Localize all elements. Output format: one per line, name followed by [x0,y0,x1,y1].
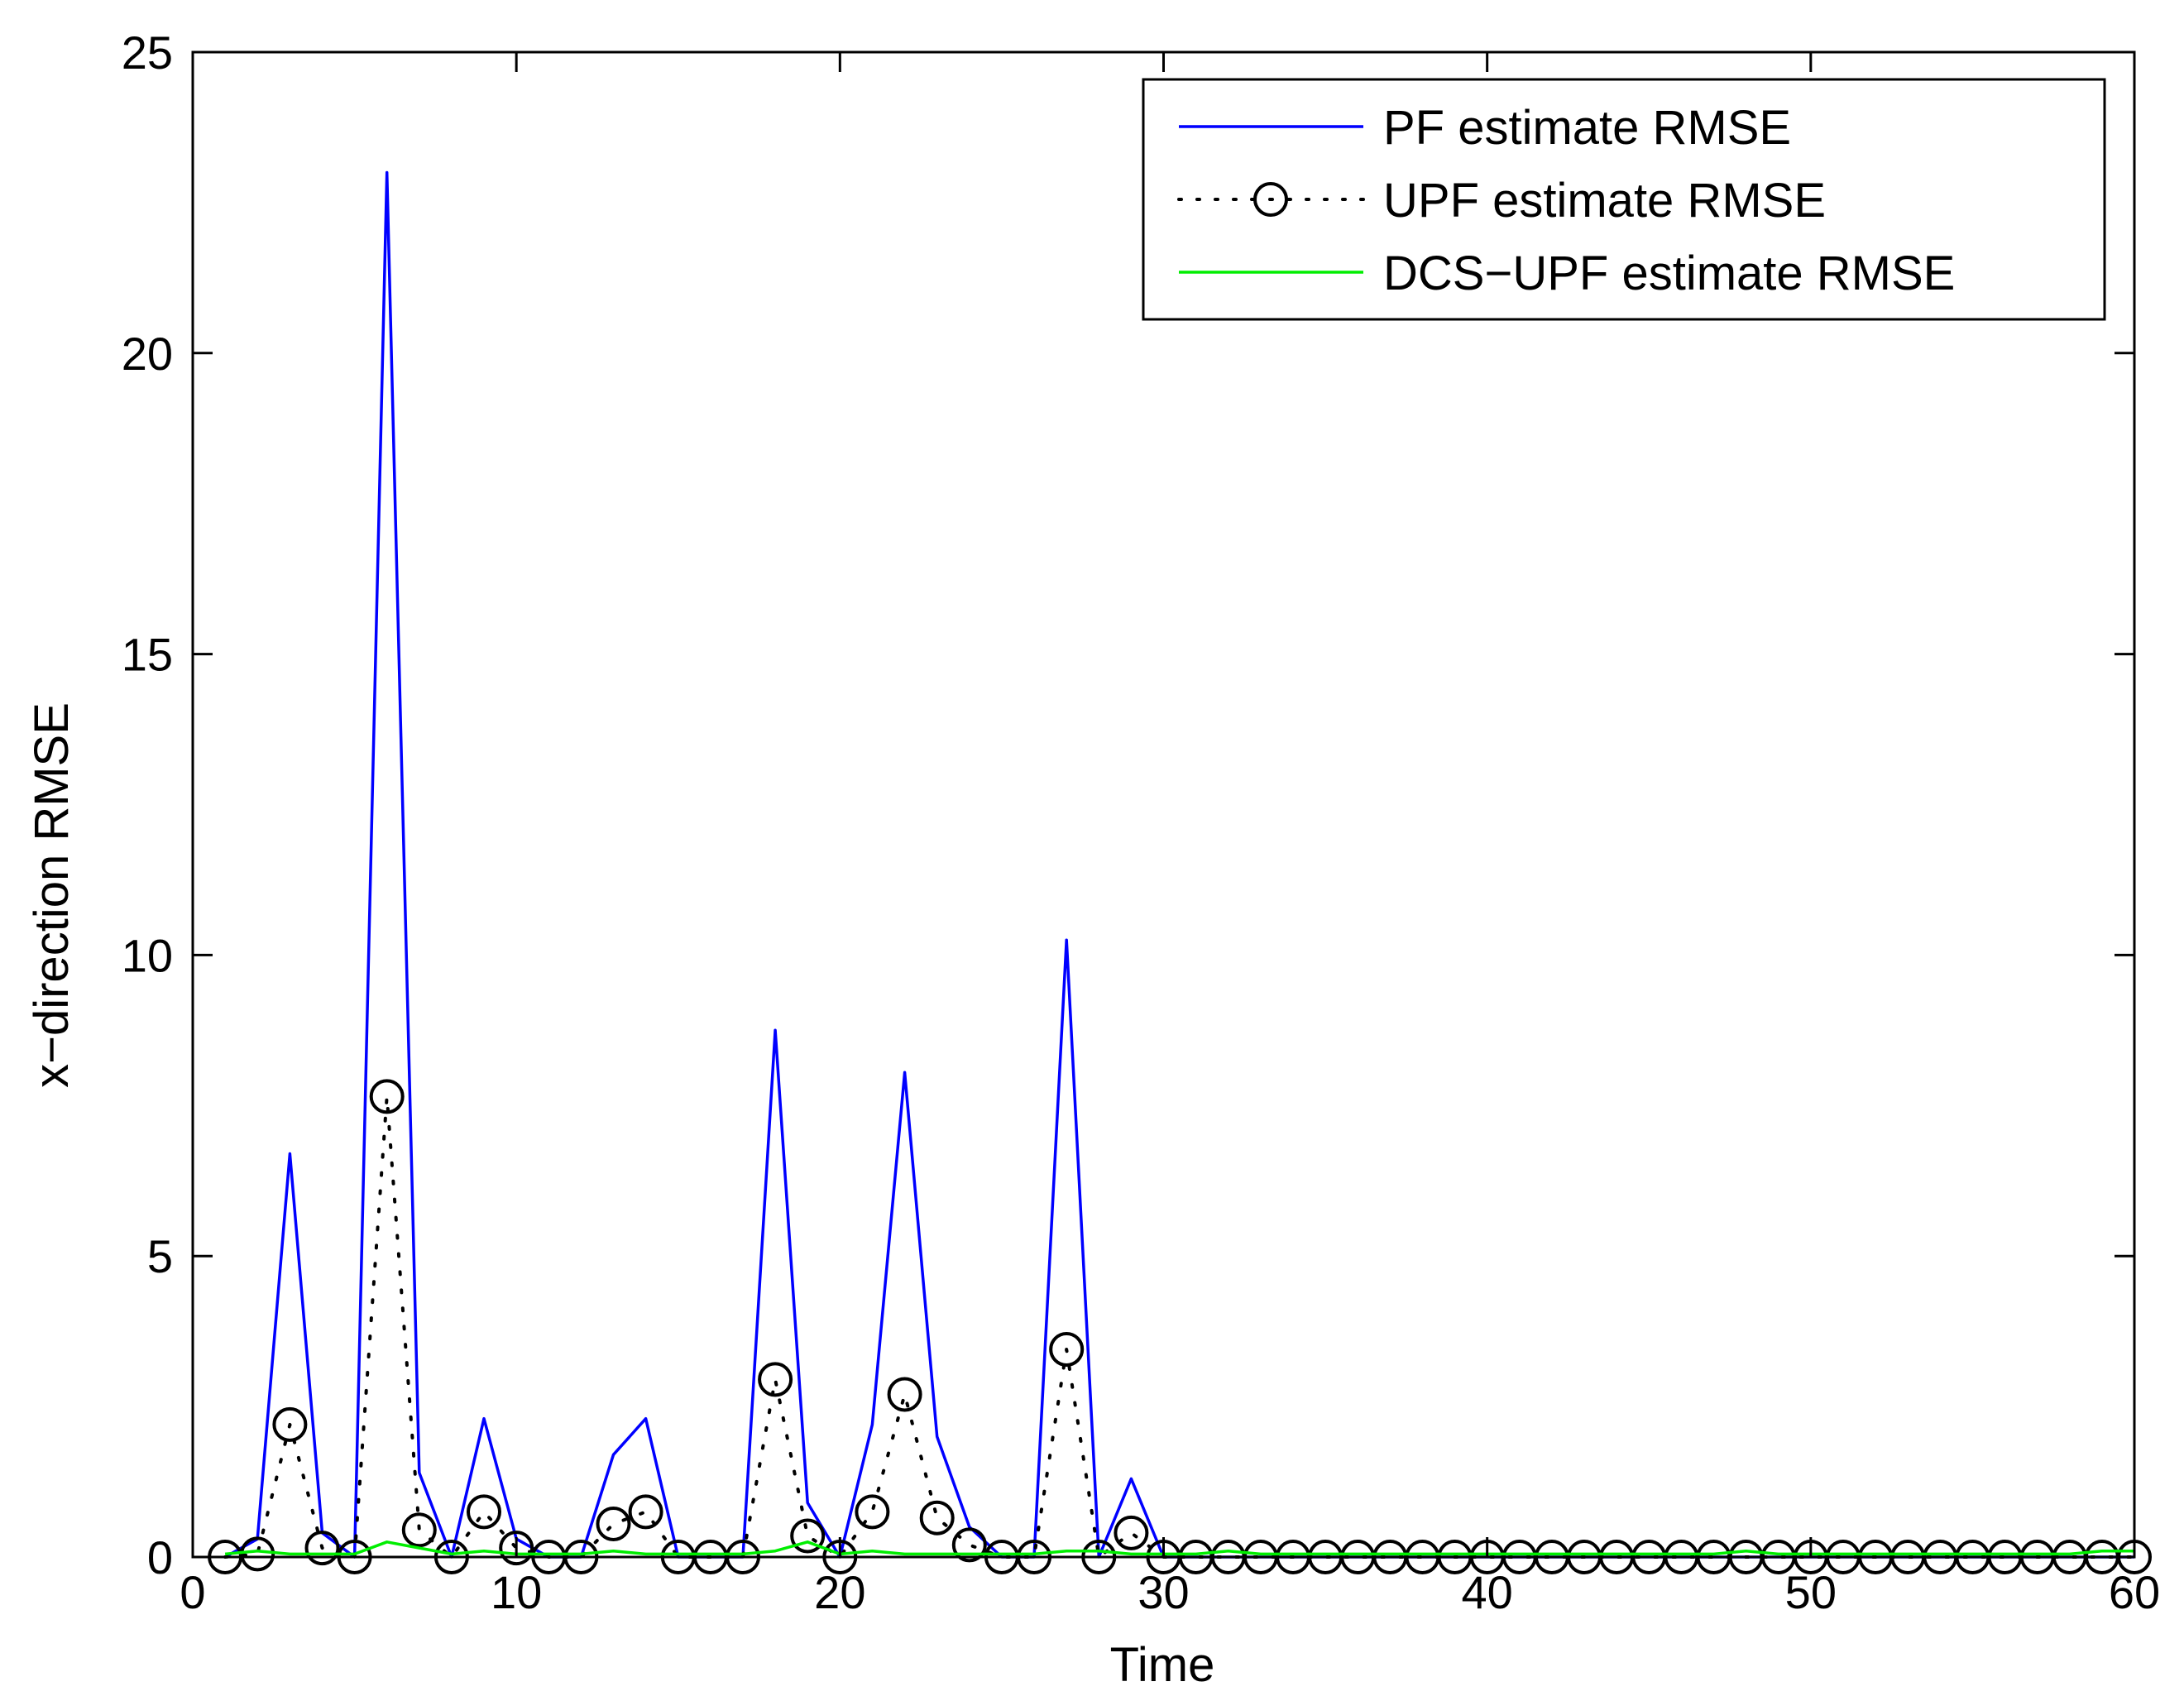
legend-label-dcs-upf: DCS−UPF estimate RMSE [1383,247,1955,300]
plot-layer [208,170,2152,1574]
series-1-point [855,1494,890,1530]
legend-box [1142,78,2106,321]
legend-label-pf: PF estimate RMSE [1383,101,1791,155]
series-1-point [369,1079,405,1114]
x-tick-label: 50 [1785,1566,1837,1618]
series-1-point [951,1527,987,1563]
series-line-2 [224,1540,2134,1556]
x-tick-label: 30 [1138,1566,1189,1618]
series-1-point [887,1377,922,1412]
x-tick-label: 60 [2109,1566,2160,1618]
axes-layer: 0 10 20 30 40 50 60 0 5 10 15 20 25 [122,26,2160,1618]
y-tick-label: 25 [122,26,173,79]
y-tick-label: 10 [122,929,173,981]
y-tick-label: 5 [147,1230,173,1282]
series-1-point [919,1500,955,1536]
series-1-point [1114,1515,1149,1550]
y-axis-label: x−direction RMSE [25,702,79,1088]
legend-label-upf: UPF estimate RMSE [1383,174,1826,228]
x-tick-label: 10 [491,1566,542,1618]
x-tick-label: 0 [180,1566,205,1618]
series-1-point [272,1406,308,1442]
y-tick-label: 15 [122,629,173,681]
series-1-point [758,1362,793,1397]
x-axis-label: Time [1110,1638,1215,1692]
y-tick-label: 20 [122,328,173,380]
series-1-point [240,1536,275,1572]
legend: PF estimate RMSE UPF estimate RMSE DCS−U… [1142,78,2106,321]
series-1-point [596,1507,631,1541]
legend-marker-upf [1253,182,1288,217]
series-1-point [1049,1332,1085,1367]
series-1-point [628,1494,663,1530]
series-line-1 [223,1095,2136,1559]
x-tick-label: 20 [814,1566,865,1618]
series-1-point [790,1518,826,1554]
series-1-point [499,1531,534,1566]
series-1-point [467,1494,501,1530]
x-tick-label: 40 [1462,1566,1513,1618]
series-1-point [401,1512,437,1548]
series-line-0 [224,170,2134,1559]
series-1-point [304,1531,340,1566]
y-tick-label: 0 [147,1531,173,1583]
